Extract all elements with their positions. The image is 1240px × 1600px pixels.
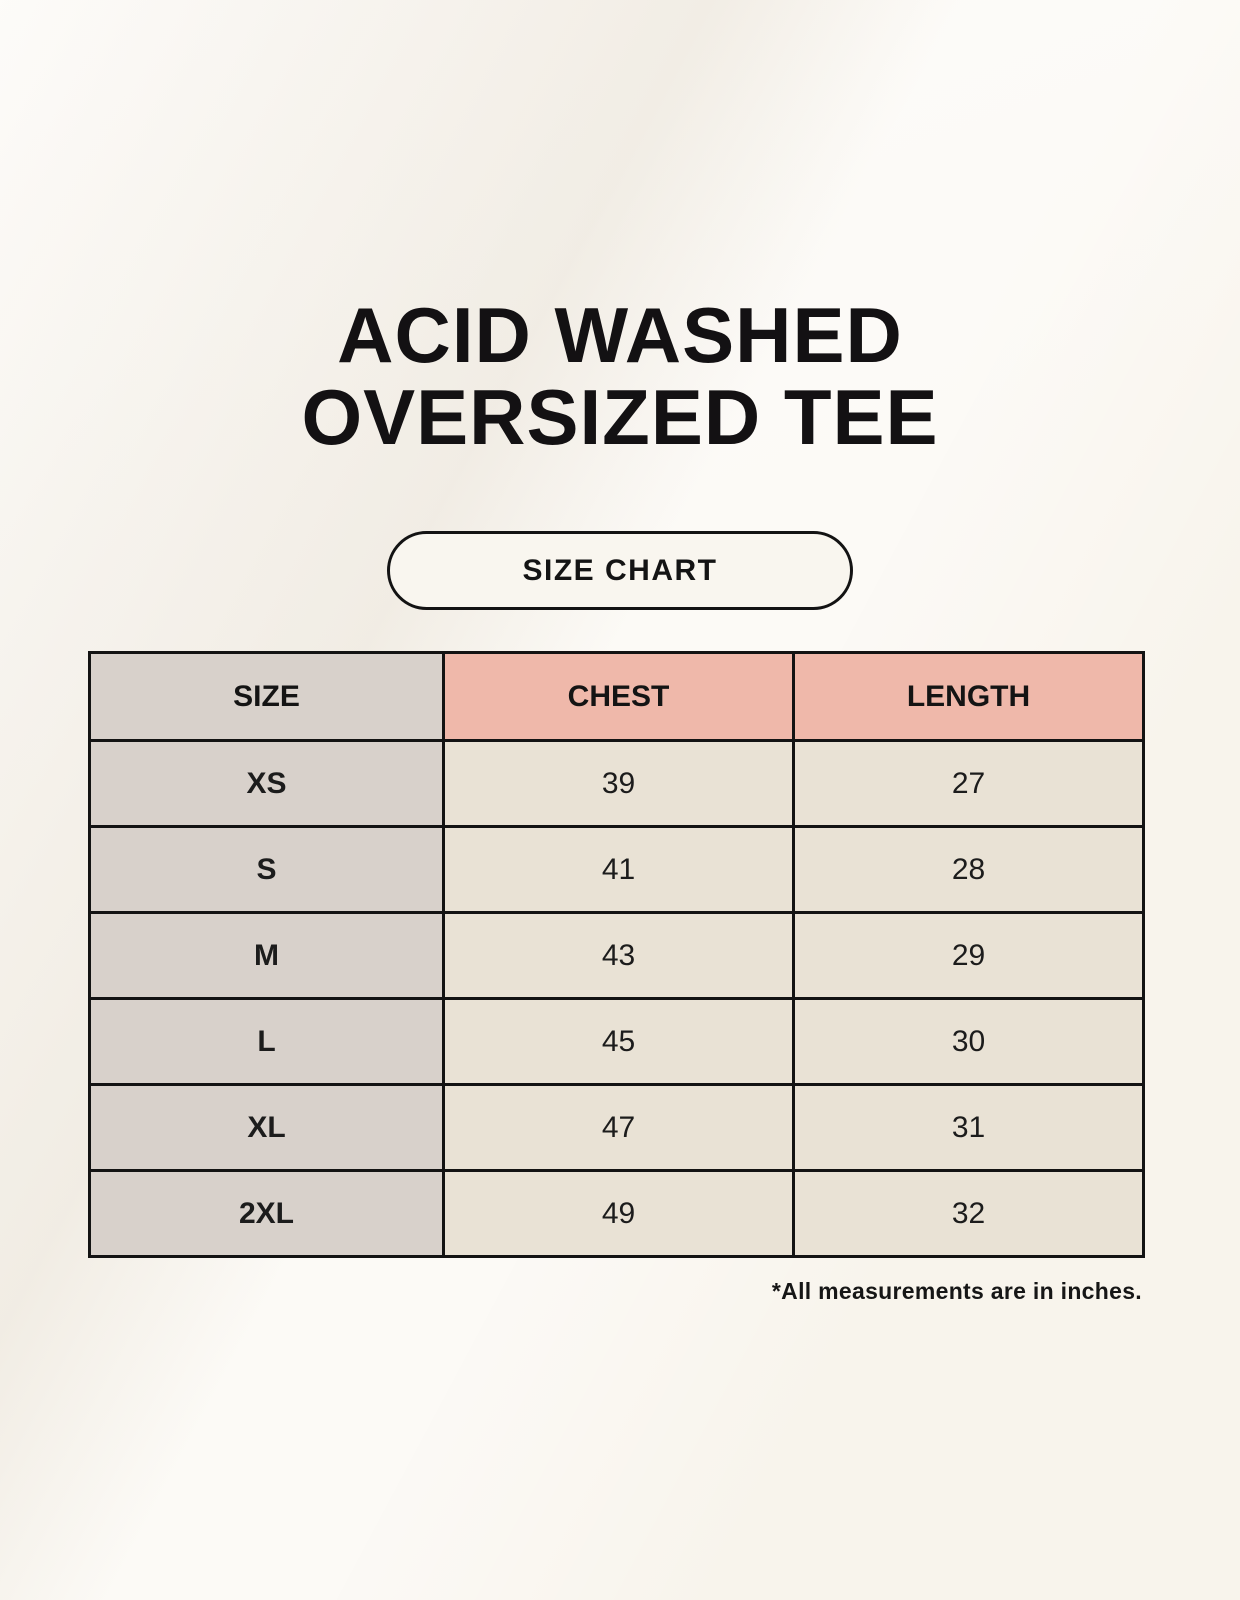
table-row: XS 39 27 [88,739,1145,828]
chest-value: 47 [442,1083,795,1172]
size-label: XL [88,1083,445,1172]
size-chart-button-label: SIZE CHART [522,553,718,587]
size-label: M [88,911,445,1000]
table-row: M 43 29 [88,911,1145,1000]
table-row: XL 47 31 [88,1083,1145,1172]
size-label: L [88,997,445,1086]
size-label: XS [88,739,445,828]
table-row: S 41 28 [88,825,1145,914]
chest-value: 49 [442,1169,795,1258]
column-header-length: LENGTH [792,651,1145,742]
chest-value: 45 [442,997,795,1086]
chest-value: 39 [442,739,795,828]
table-row: 2XL 49 32 [88,1169,1145,1258]
size-label: S [88,825,445,914]
table-row: L 45 30 [88,997,1145,1086]
length-value: 29 [792,911,1145,1000]
table-header-row: SIZE CHEST LENGTH [88,651,1145,742]
column-header-size: SIZE [88,651,445,742]
size-label: 2XL [88,1169,445,1258]
length-value: 30 [792,997,1145,1086]
title-line-2: OVERSIZED TEE [301,373,939,461]
column-header-chest: CHEST [442,651,795,742]
length-value: 32 [792,1169,1145,1258]
length-value: 28 [792,825,1145,914]
chest-value: 43 [442,911,795,1000]
page-title: ACID WASHED OVERSIZED TEE [0,294,1240,458]
length-value: 27 [792,739,1145,828]
title-line-1: ACID WASHED [337,291,903,379]
size-chart-table: SIZE CHEST LENGTH XS 39 27 S 41 28 M 43 … [88,651,1145,1258]
length-value: 31 [792,1083,1145,1172]
chest-value: 41 [442,825,795,914]
measurements-note: *All measurements are in inches. [771,1278,1142,1304]
size-chart-button[interactable]: SIZE CHART [387,531,853,610]
